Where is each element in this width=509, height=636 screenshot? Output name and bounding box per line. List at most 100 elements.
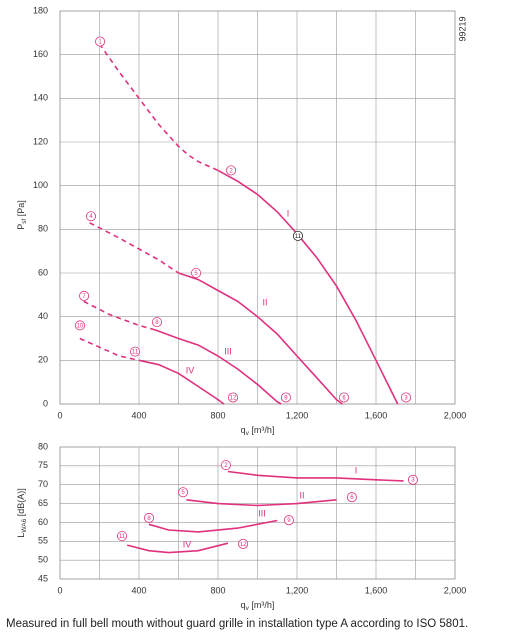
marker xyxy=(226,165,237,176)
y-tick-label: 80 xyxy=(38,224,48,234)
curve-label: III xyxy=(224,346,232,356)
marker-label: 6 xyxy=(350,495,354,501)
curve-label: IV xyxy=(183,539,192,549)
x-tick-label: 800 xyxy=(210,585,225,595)
x-axis-label-main: q xyxy=(241,600,246,610)
y-axis-label-sub: WA6 xyxy=(21,518,28,532)
y-axis-label-sub: sf xyxy=(21,219,28,224)
series-line xyxy=(217,169,399,405)
marker xyxy=(407,474,418,485)
y-axis-label-unit: [dB(A)] xyxy=(16,488,26,519)
marker xyxy=(401,392,412,403)
series-line xyxy=(98,43,219,172)
curve-label: IV xyxy=(186,365,195,375)
series-line xyxy=(154,329,282,405)
marker-label: 5 xyxy=(181,490,185,496)
y-tick-label: 80 xyxy=(38,441,48,451)
marker-label: 2 xyxy=(229,168,233,174)
marker-label: 12 xyxy=(230,395,237,401)
marker xyxy=(74,320,85,331)
x-axis-label: qv [m³/h] xyxy=(241,600,275,611)
x-tick-label: 1,200 xyxy=(286,585,309,595)
y-tick-label: 40 xyxy=(38,311,48,321)
marker-label: 11 xyxy=(119,534,126,540)
marker xyxy=(86,211,97,222)
marker-label: 5 xyxy=(194,271,198,277)
y-axis-label-unit: [Pa] xyxy=(16,200,26,219)
x-axis-label-unit: [m³/h] xyxy=(249,600,275,610)
marker xyxy=(79,290,90,301)
x-tick-label: 2,000 xyxy=(444,585,467,595)
marker-label: 8 xyxy=(147,516,151,522)
marker xyxy=(151,317,162,328)
x-axis-label-sub: v xyxy=(246,430,250,437)
marker xyxy=(220,460,231,471)
marker xyxy=(117,531,128,542)
curve-label: I xyxy=(287,208,290,218)
marker-label: 9 xyxy=(284,395,288,401)
y-tick-label: 180 xyxy=(33,5,48,15)
marker xyxy=(95,36,106,47)
marker-label: 3 xyxy=(411,478,415,484)
marker xyxy=(228,392,239,403)
x-axis-label: qv [m³/h] xyxy=(241,425,275,436)
y-tick-label: 65 xyxy=(38,498,48,508)
marker xyxy=(280,392,291,403)
marker-label: 6 xyxy=(342,395,346,401)
series-line xyxy=(227,470,404,482)
marker-label: 3 xyxy=(404,395,408,401)
marker xyxy=(346,492,357,503)
marker xyxy=(191,267,202,278)
y-axis-label: Psf [Pa] xyxy=(16,200,27,230)
x-axis-label-sub: v xyxy=(246,605,250,612)
x-tick-label: 1,200 xyxy=(286,410,309,420)
x-tick-label: 400 xyxy=(131,585,146,595)
marker-label: 12 xyxy=(240,542,247,548)
marker xyxy=(283,515,294,526)
marker xyxy=(339,392,350,403)
footnote: Measured in full bell mouth without guar… xyxy=(6,618,468,630)
series-line xyxy=(186,499,337,507)
x-axis-label-unit: [m³/h] xyxy=(249,425,275,435)
x-tick-label: 0 xyxy=(57,410,62,420)
x-tick-label: 1,600 xyxy=(365,410,388,420)
marker xyxy=(292,230,303,241)
x-tick-label: 2,000 xyxy=(444,410,467,420)
series-line xyxy=(79,337,140,362)
y-tick-label: 60 xyxy=(38,267,48,277)
marker-label: 9 xyxy=(287,518,291,524)
y-tick-label: 50 xyxy=(38,555,48,565)
marker xyxy=(144,512,155,523)
y-axis-label-main: L xyxy=(16,533,26,538)
x-tick-label: 800 xyxy=(210,410,225,420)
marker-label: 1 xyxy=(98,39,102,45)
y-tick-label: 140 xyxy=(33,93,48,103)
y-tick-label: 160 xyxy=(33,49,48,59)
marker-label: 7 xyxy=(82,294,86,300)
marker xyxy=(238,538,249,549)
marker-label: 10 xyxy=(77,323,84,329)
curve-label: III xyxy=(258,508,266,518)
y-axis-label: LWA6 [dB(A)] xyxy=(16,488,27,537)
y-tick-label: 0 xyxy=(43,398,48,408)
y-tick-label: 120 xyxy=(33,136,48,146)
series-line xyxy=(89,222,179,274)
y-tick-label: 55 xyxy=(38,536,48,546)
marker-label: 4 xyxy=(89,214,93,220)
marker-label: 11 xyxy=(132,349,139,355)
marker-label: 2 xyxy=(224,463,228,469)
curve-label: II xyxy=(262,297,267,307)
x-tick-label: 400 xyxy=(131,410,146,420)
marker-label: 8 xyxy=(155,320,159,326)
y-tick-label: 45 xyxy=(38,573,48,583)
x-axis-label-main: q xyxy=(241,425,246,435)
y-tick-label: 100 xyxy=(33,180,48,190)
series-line xyxy=(178,272,343,405)
y-tick-label: 60 xyxy=(38,517,48,527)
series-line xyxy=(148,519,278,533)
y-tick-label: 20 xyxy=(38,355,48,365)
curve-label: I xyxy=(355,465,358,475)
x-tick-label: 0 xyxy=(57,585,62,595)
x-tick-label: 1,600 xyxy=(365,585,388,595)
